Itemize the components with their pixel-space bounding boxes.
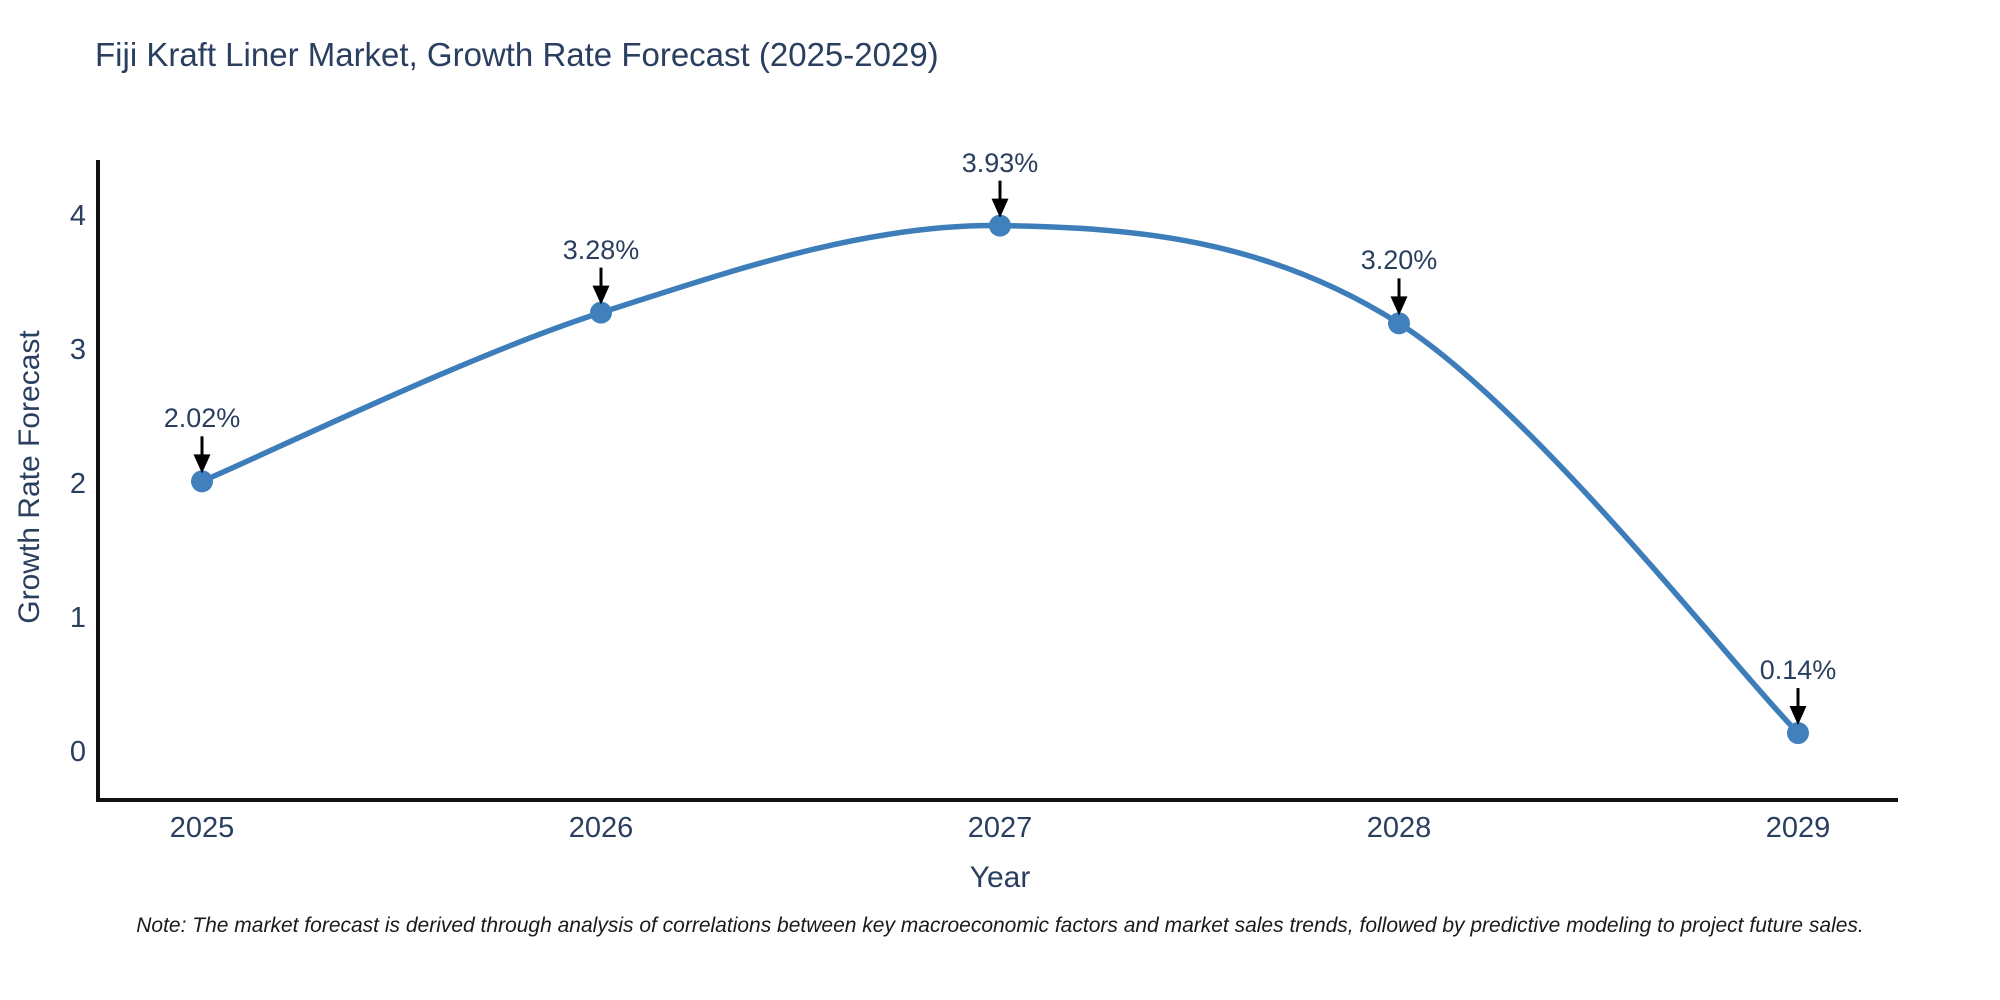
point-annotation-2026: 3.28% — [562, 234, 640, 265]
x-tick-label-2027: 2027 — [967, 812, 1033, 844]
x-tick-label-2028: 2028 — [1366, 812, 1432, 844]
annotation-arrow-head — [1390, 296, 1408, 316]
data-point-2025 — [191, 470, 213, 493]
point-annotation-2029: 0.14% — [1759, 655, 1837, 686]
data-point-2029 — [1787, 722, 1809, 745]
annotation-arrow-head — [592, 285, 610, 305]
y-tick-label-4: 4 — [69, 200, 86, 233]
annotation-arrow-head — [991, 198, 1009, 218]
x-tick-label-2026: 2026 — [568, 812, 634, 844]
point-annotation-2027: 3.93% — [961, 147, 1039, 178]
annotation-arrow-head — [1789, 706, 1807, 726]
x-axis-title: Year — [969, 861, 1031, 894]
y-tick-label-0: 0 — [69, 735, 86, 768]
data-point-2028 — [1388, 312, 1410, 335]
point-annotation-2025: 2.02% — [163, 403, 241, 434]
data-point-2026 — [590, 301, 612, 324]
y-tick-label-1: 1 — [69, 601, 86, 634]
annotation-arrow-head — [193, 454, 211, 474]
y-tick-label-3: 3 — [69, 334, 86, 367]
x-tick-label-2025: 2025 — [169, 812, 235, 844]
chart-title: Fiji Kraft Liner Market, Growth Rate For… — [95, 36, 939, 73]
forecast-line — [199, 222, 1801, 736]
y-tick-label-2: 2 — [69, 468, 86, 501]
x-tick-label-2029: 2029 — [1765, 812, 1831, 844]
chart-note: Note: The market forecast is derived thr… — [136, 914, 1864, 937]
point-annotation-2028: 3.20% — [1360, 245, 1438, 276]
data-point-2027 — [989, 214, 1011, 237]
